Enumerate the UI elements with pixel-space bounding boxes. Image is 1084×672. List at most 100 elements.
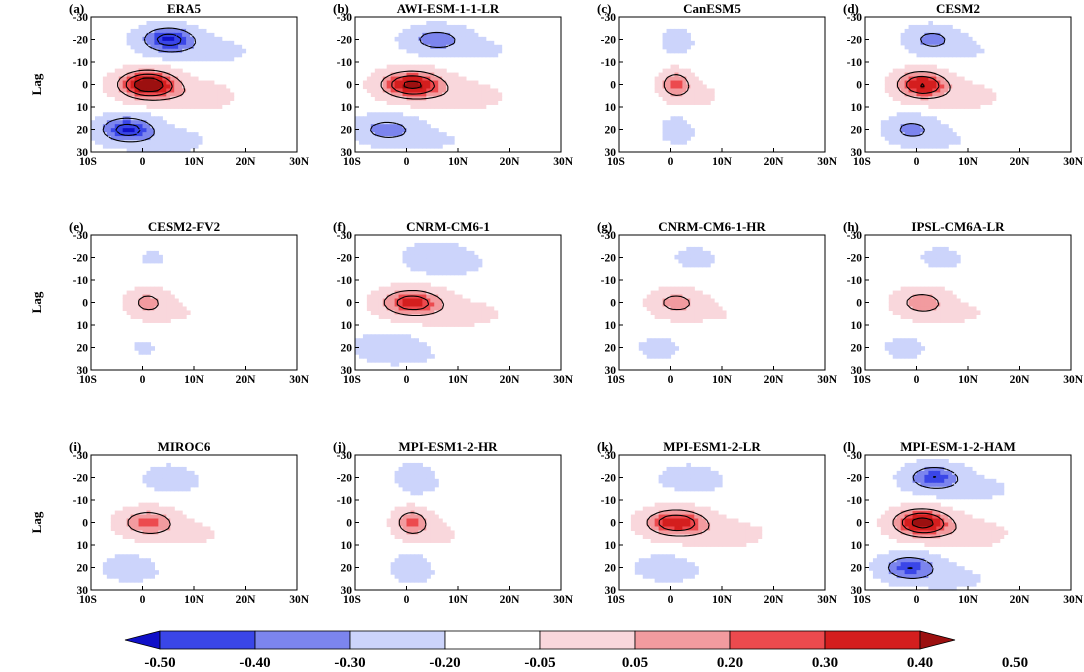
heatmap-cell [422,522,427,528]
heatmap-cell [450,72,455,78]
heatmap-cell [686,506,691,512]
heatmap-cell [438,36,443,42]
heatmap-cell [928,68,933,74]
heatmap-cell [130,92,136,98]
heatmap-cell [952,318,957,323]
heatmap-cell [904,136,910,141]
heatmap-cell [414,136,419,141]
heatmap-cell [418,578,423,583]
heatmap-cell [378,132,384,137]
heatmap-cell [122,112,128,117]
heatmap-cell [670,100,676,105]
heatmap-cell [229,40,235,46]
heatmap-cell [114,92,120,98]
heatmap-cell [481,88,487,94]
heatmap-cell [916,88,922,94]
heatmap-cell [450,314,455,319]
heatmap-cell [908,144,914,149]
heatmap-cell [130,36,136,42]
heatmap-cell [362,346,368,351]
heatmap-cell [900,290,906,296]
heatmap-cell [205,32,211,38]
heatmap-cell [932,32,937,38]
heatmap-cell [378,346,384,351]
heatmap-cell [477,36,483,42]
heatmap-cell [205,88,211,94]
heatmap-cell [666,28,672,34]
heatmap-cell [150,286,155,292]
heatmap-cell [174,128,179,133]
heatmap-cell [434,322,439,327]
heatmap-cell [402,136,408,141]
heatmap-cell [952,486,957,492]
heatmap-cell [174,478,179,484]
heatmap-cell [138,36,144,42]
heatmap-cell [402,474,408,480]
heatmap-cell [880,526,886,532]
heatmap-cell [406,116,412,121]
heatmap-cell [410,28,416,34]
heatmap-cell [410,286,416,292]
heatmap-cell [150,298,155,304]
heatmap-cell [968,314,973,319]
heatmap-cell [924,76,929,82]
y-tick-label: 0 [82,298,88,310]
heatmap-cell [146,306,152,312]
heatmap-cell [418,250,423,256]
heatmap-cell [355,116,360,121]
heatmap-cell [706,534,711,539]
heatmap-cell [205,44,211,50]
heatmap-cell [154,80,159,86]
heatmap-cell [979,490,985,496]
heatmap-cell [374,346,380,351]
x-tick-label: 10N [184,156,205,168]
heatmap-cell [646,574,652,579]
heatmap-cell [944,128,949,133]
heatmap-cell [378,350,384,355]
heatmap-cell [406,522,412,528]
y-tick-label: -20 [847,253,863,265]
heatmap-cell [642,570,648,575]
heatmap-cell [410,128,416,133]
heatmap-cell [150,258,155,264]
panel-frame [618,16,826,153]
heatmap-cell [422,310,427,316]
heatmap-cell [174,530,179,536]
heatmap-cell [971,100,977,105]
heatmap-cell [130,514,136,520]
y-tick-label: 20 [851,125,863,137]
heatmap-cell [126,530,132,536]
heatmap-cell [418,490,423,496]
heatmap-cell [876,566,882,571]
heatmap-cell [170,298,175,304]
heatmap-cell [662,566,668,571]
heatmap-cell [190,530,195,536]
heatmap-cell [948,254,953,260]
heatmap-cell [948,318,953,323]
heatmap-cell [975,530,981,536]
heatmap-cell [394,36,400,42]
heatmap-cell [690,506,695,512]
heatmap-cell [654,350,660,355]
heatmap-cell [394,530,400,536]
heatmap-cell [114,510,120,516]
heatmap-cell [110,72,116,78]
heatmap-cell [454,270,459,276]
heatmap-cell [102,76,108,82]
heatmap-cell [706,542,711,547]
heatmap-cell [154,52,159,58]
heatmap-cell [682,574,687,579]
heatmap-cell [390,76,396,82]
heatmap-cell [952,52,957,58]
heatmap-cell [698,506,703,512]
heatmap-cell [900,144,906,149]
heatmap-cell [908,64,914,70]
heatmap-cell [138,100,144,105]
heatmap-cell [410,306,416,312]
heatmap-cell [162,518,167,524]
heatmap-cell [394,470,400,476]
heatmap-cell [690,314,695,319]
heatmap-cell [702,314,707,319]
heatmap-cell [461,100,467,105]
heatmap-cell [402,462,408,468]
